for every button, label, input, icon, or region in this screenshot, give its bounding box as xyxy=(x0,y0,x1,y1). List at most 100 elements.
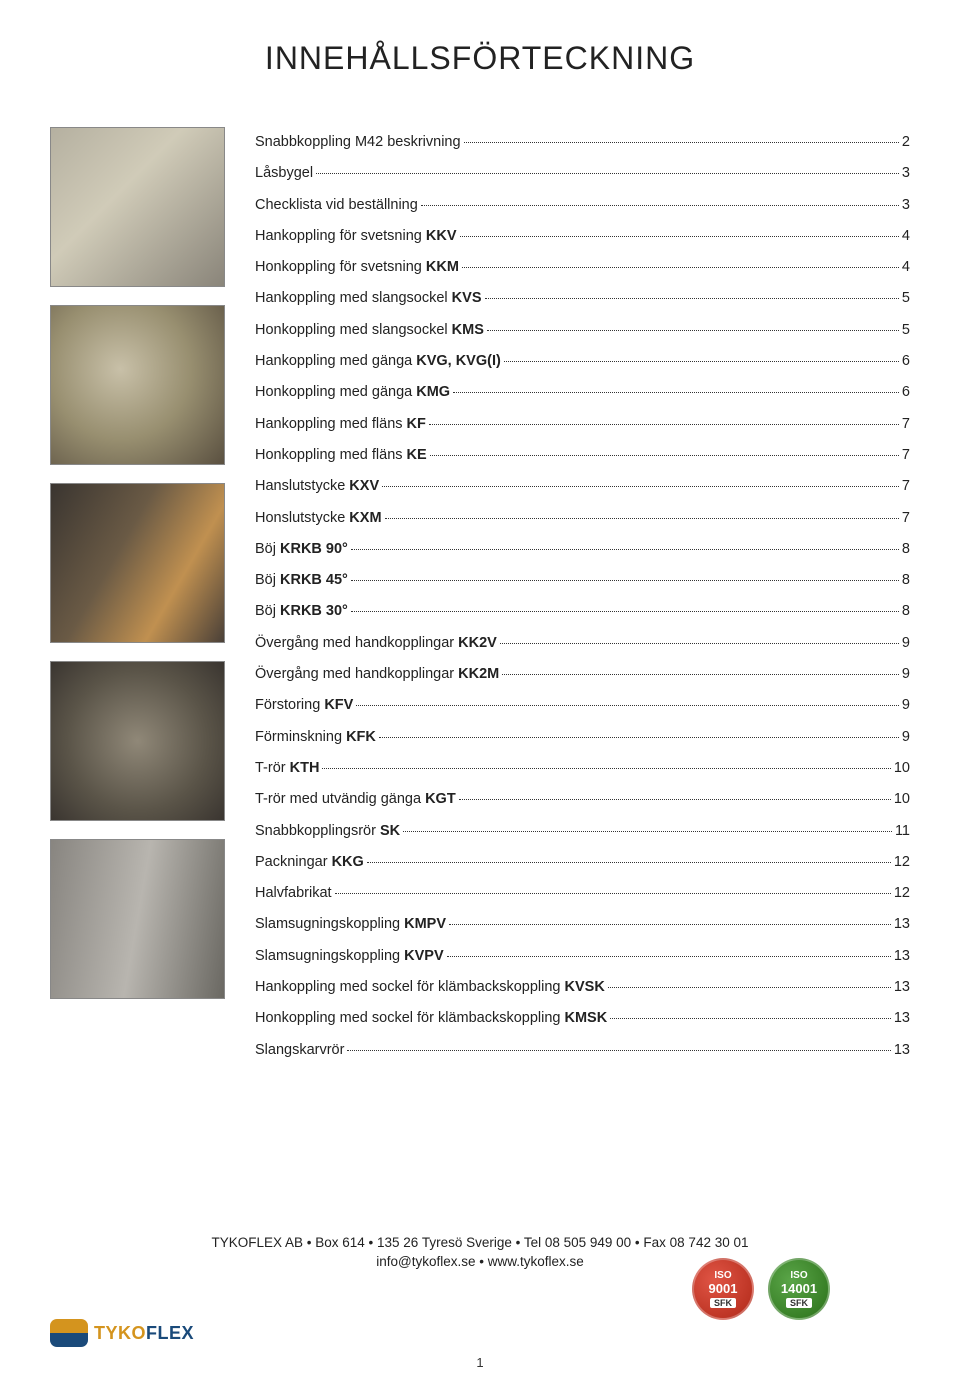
toc-label: Honkoppling med sockel för klämbackskopp… xyxy=(255,1008,607,1028)
toc-label: Snabbkoppling M42 beskrivning xyxy=(255,132,461,152)
iso-badges: ISO 9001 SFK ISO 14001 SFK xyxy=(692,1258,830,1320)
toc-label: Böj KRKB 90° xyxy=(255,539,348,559)
toc-entry: Snabbkoppling M42 beskrivning2 xyxy=(255,132,910,152)
toc-dots xyxy=(459,799,891,800)
badge-number: 14001 xyxy=(781,1281,817,1296)
toc-code: KXV xyxy=(349,478,379,494)
product-image-4 xyxy=(50,661,225,821)
toc-page: 13 xyxy=(894,946,910,966)
toc-code: KRKB 45° xyxy=(280,572,348,588)
toc-entry: Honkoppling för svetsning KKM 4 xyxy=(255,257,910,277)
toc-list: Snabbkoppling M42 beskrivning2Låsbygel3C… xyxy=(255,127,910,1071)
toc-page: 9 xyxy=(902,727,910,747)
toc-page: 6 xyxy=(902,382,910,402)
toc-page: 4 xyxy=(902,257,910,277)
badge-number: 9001 xyxy=(709,1281,738,1296)
toc-label: Packningar KKG xyxy=(255,852,364,872)
toc-entry: Övergång med handkopplingar KK2V9 xyxy=(255,633,910,653)
badge-iso-label: ISO xyxy=(790,1270,807,1281)
toc-entry: Slangskarvrör 13 xyxy=(255,1040,910,1060)
logo-part1: TYKO xyxy=(94,1323,146,1343)
toc-entry: Böj KRKB 30° 8 xyxy=(255,601,910,621)
toc-page: 3 xyxy=(902,195,910,215)
toc-dots xyxy=(351,580,899,581)
toc-entry: Honslutstycke KXM7 xyxy=(255,508,910,528)
product-image-1 xyxy=(50,127,225,287)
toc-label: Honkoppling med gänga KMG xyxy=(255,382,450,402)
toc-entry: Halvfabrikat12 xyxy=(255,883,910,903)
toc-dots xyxy=(351,549,899,550)
toc-entry: Snabbkopplingsrör SK 11 xyxy=(255,821,910,841)
toc-label: T-rör KTH xyxy=(255,758,319,778)
toc-code: KRKB 30° xyxy=(280,603,348,619)
toc-page: 8 xyxy=(902,601,910,621)
toc-dots xyxy=(502,674,899,675)
toc-entry: Hankoppling för svetsning KKV 4 xyxy=(255,226,910,246)
toc-entry: Slamsugningskoppling KVPV13 xyxy=(255,946,910,966)
toc-page: 10 xyxy=(894,758,910,778)
toc-label: Honslutstycke KXM xyxy=(255,508,382,528)
toc-entry: Hankoppling med slangsockel KVS5 xyxy=(255,288,910,308)
toc-page: 7 xyxy=(902,445,910,465)
toc-entry: Packningar KKG12 xyxy=(255,852,910,872)
toc-dots xyxy=(367,862,891,863)
toc-dots xyxy=(453,392,899,393)
toc-page: 13 xyxy=(894,914,910,934)
toc-code: SK xyxy=(380,823,400,839)
toc-entry: Förstoring KFV 9 xyxy=(255,695,910,715)
toc-code: KGT xyxy=(425,791,456,807)
toc-code: KMS xyxy=(452,322,484,338)
toc-code: KRKB 90° xyxy=(280,541,348,557)
toc-code: KMSK xyxy=(565,1010,608,1026)
toc-entry: Böj KRKB 90° 8 xyxy=(255,539,910,559)
logo-row: TYKOFLEX xyxy=(50,1319,910,1347)
toc-entry: T-rör med utvändig gänga KGT10 xyxy=(255,789,910,809)
toc-page: 9 xyxy=(902,695,910,715)
toc-dots xyxy=(356,705,899,706)
toc-code: KMG xyxy=(416,384,450,400)
toc-page: 4 xyxy=(902,226,910,246)
toc-label: Checklista vid beställning xyxy=(255,195,418,215)
toc-page: 11 xyxy=(895,821,910,841)
toc-dots xyxy=(429,424,899,425)
toc-dots xyxy=(447,956,891,957)
toc-code: KMPV xyxy=(404,916,446,932)
toc-page: 8 xyxy=(902,539,910,559)
toc-label: Förstoring KFV xyxy=(255,695,353,715)
toc-entry: Honkoppling med sockel för klämbackskopp… xyxy=(255,1008,910,1028)
iso-14001-badge: ISO 14001 SFK xyxy=(768,1258,830,1320)
toc-dots xyxy=(316,173,899,174)
toc-code: KVSK xyxy=(565,979,605,995)
toc-page: 13 xyxy=(894,1040,910,1060)
toc-label: Hanslutstycke KXV xyxy=(255,476,379,496)
toc-page: 8 xyxy=(902,570,910,590)
toc-entry: T-rör KTH 10 xyxy=(255,758,910,778)
toc-dots xyxy=(504,361,899,362)
toc-label: Honkoppling för svetsning KKM xyxy=(255,257,459,277)
toc-label: Slamsugningskoppling KMPV xyxy=(255,914,446,934)
toc-label: T-rör med utvändig gänga KGT xyxy=(255,789,456,809)
toc-entry: Övergång med handkopplingar KK2M9 xyxy=(255,664,910,684)
toc-dots xyxy=(322,768,890,769)
toc-dots xyxy=(485,298,899,299)
toc-dots xyxy=(385,518,899,519)
badge-sfk: SFK xyxy=(786,1298,812,1308)
toc-dots xyxy=(421,205,899,206)
footer: TYKOFLEX AB • Box 614 • 135 26 Tyresö Sv… xyxy=(50,1235,910,1370)
toc-label: Snabbkopplingsrör SK xyxy=(255,821,400,841)
page-number: 1 xyxy=(50,1355,910,1370)
toc-dots xyxy=(403,831,892,832)
toc-code: KFK xyxy=(346,729,376,745)
toc-label: Slangskarvrör xyxy=(255,1040,344,1060)
toc-entry: Förminskning KFK9 xyxy=(255,727,910,747)
toc-dots xyxy=(430,455,899,456)
toc-label: Böj KRKB 30° xyxy=(255,601,348,621)
toc-dots xyxy=(462,267,899,268)
toc-page: 9 xyxy=(902,633,910,653)
toc-label: Övergång med handkopplingar KK2M xyxy=(255,664,499,684)
toc-label: Hankoppling för svetsning KKV xyxy=(255,226,457,246)
toc-entry: Honkoppling med gänga KMG 6 xyxy=(255,382,910,402)
toc-label: Hankoppling med sockel för klämbackskopp… xyxy=(255,977,605,997)
logo-mark-icon xyxy=(50,1319,88,1347)
toc-page: 7 xyxy=(902,476,910,496)
